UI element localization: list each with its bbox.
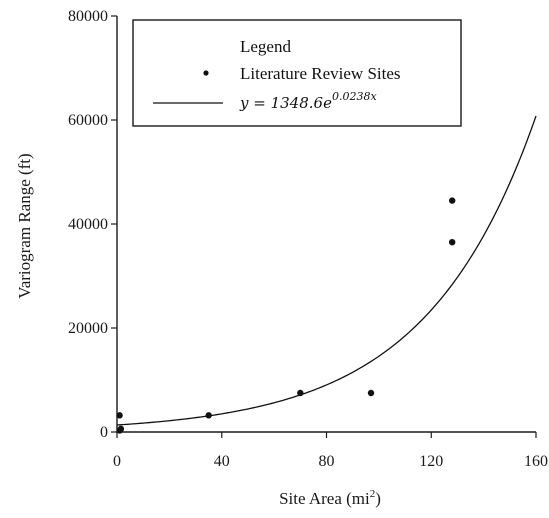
y-axis-title: Variogram Range (ft) bbox=[15, 153, 34, 298]
x-tick-label: 40 bbox=[214, 453, 230, 470]
y-tick-label: 40000 bbox=[68, 216, 108, 233]
x-tick-label: 160 bbox=[524, 453, 548, 470]
x-axis-title: Site Area (mi2) bbox=[279, 488, 381, 508]
y-tick-label: 80000 bbox=[68, 8, 108, 25]
legend-title: Legend bbox=[240, 37, 291, 56]
legend-point-marker bbox=[203, 70, 209, 76]
x-tick-label: 80 bbox=[319, 453, 335, 470]
y-tick-label: 60000 bbox=[68, 112, 108, 129]
data-point bbox=[116, 412, 123, 419]
y-tick-label: 20000 bbox=[68, 320, 108, 337]
data-point bbox=[367, 389, 375, 397]
x-tick-label: 120 bbox=[419, 453, 443, 470]
legend-curve-label: y = 1348.6e0.0238x bbox=[239, 90, 377, 112]
data-point bbox=[449, 197, 456, 204]
fit-curve bbox=[116, 115, 537, 426]
legend-points-label: Literature Review Sites bbox=[240, 64, 401, 83]
legend-box bbox=[132, 19, 462, 127]
data-point bbox=[297, 389, 304, 397]
fit-curve-group bbox=[116, 115, 537, 426]
data-point bbox=[205, 412, 212, 419]
data-point bbox=[117, 425, 125, 433]
ticks: 0 40 80 120 160 0 20000 40000 60000 80000 bbox=[68, 8, 548, 470]
y-tick-label: 0 bbox=[100, 424, 108, 441]
x-tick-label: 0 bbox=[113, 453, 121, 470]
data-point bbox=[449, 239, 456, 246]
legend: Legend Literature Review Sites y = 1348.… bbox=[132, 19, 462, 127]
data-points bbox=[116, 197, 456, 434]
